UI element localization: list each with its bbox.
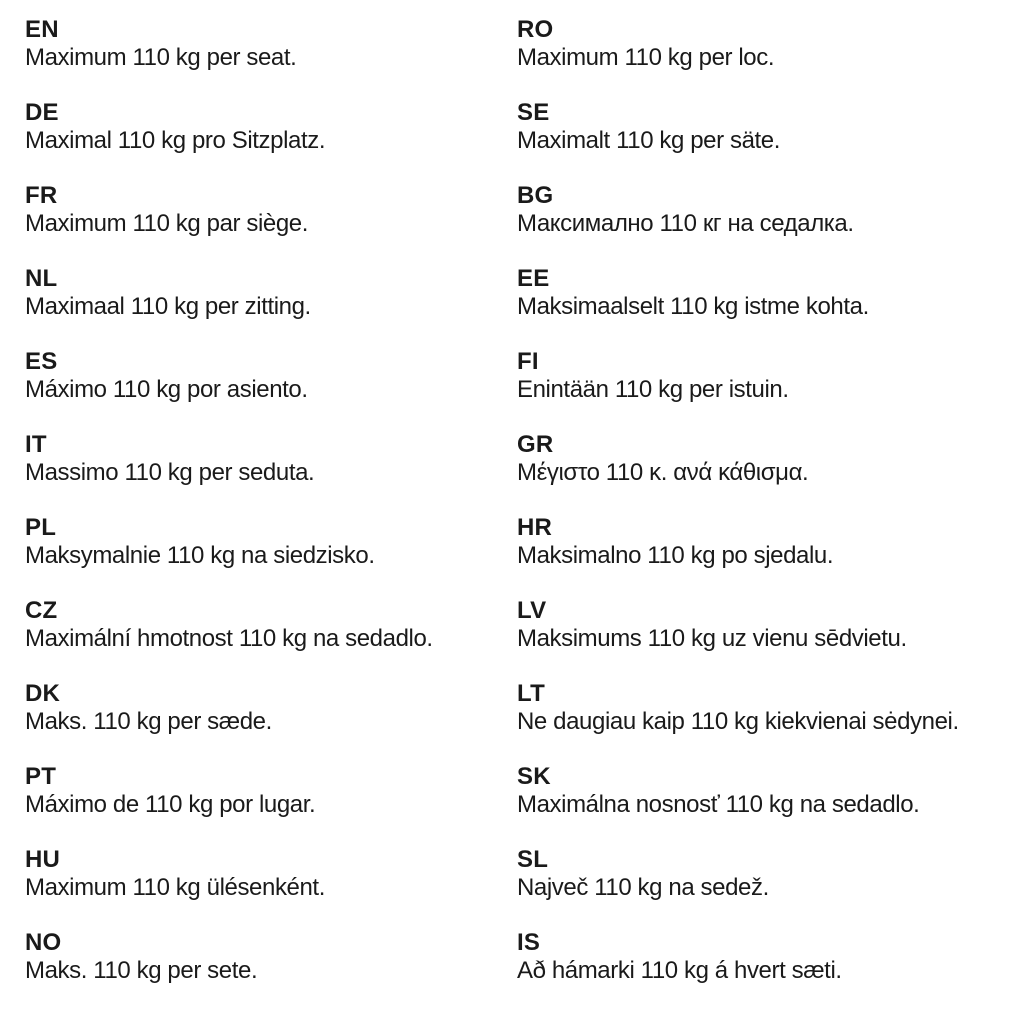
language-code-label: SE	[517, 99, 550, 126]
translation-text: Maximaal 110 kg per zitting.	[25, 293, 311, 320]
language-entry: PL Maksymalnie 110 kg na siedzisko.	[25, 514, 517, 570]
language-entry: DE Maximal 110 kg pro Sitzplatz.	[25, 99, 517, 155]
language-code-label: FI	[517, 348, 539, 375]
language-column-left: EN Maximum 110 kg per seat. DE Maximal 1…	[25, 16, 517, 1012]
translation-text: Massimo 110 kg per seduta.	[25, 459, 315, 486]
language-code-label: HR	[517, 514, 553, 541]
translation-text: Máximo 110 kg por asiento.	[25, 376, 308, 403]
language-entry: NO Maks. 110 kg per sete.	[25, 929, 517, 985]
language-code-label: DE	[25, 99, 59, 126]
language-entry: ES Máximo 110 kg por asiento.	[25, 348, 517, 404]
translation-text: Maximalt 110 kg per säte.	[517, 127, 781, 154]
language-code-label: ES	[25, 348, 58, 375]
translation-text: Maksymalnie 110 kg na siedzisko.	[25, 542, 375, 569]
language-code-label: BG	[517, 182, 554, 209]
translation-text: Að hámarki 110 kg á hvert sæti.	[517, 957, 842, 984]
translation-text: Máximo de 110 kg por lugar.	[25, 791, 316, 818]
translation-text: Maximum 110 kg ülésenként.	[25, 874, 325, 901]
language-entry: DK Maks. 110 kg per sæde.	[25, 680, 517, 736]
translation-text: Maksimums 110 kg uz vienu sēdvietu.	[517, 625, 907, 652]
translation-text: Μέγιστο 110 κ. ανά κάθισμα.	[517, 459, 809, 486]
translation-text: Maksimalno 110 kg po sjedalu.	[517, 542, 834, 569]
language-entry: PT Máximo de 110 kg por lugar.	[25, 763, 517, 819]
language-entry: IS Að hámarki 110 kg á hvert sæti.	[517, 929, 1024, 985]
language-code-label: IT	[25, 431, 47, 458]
translation-text: Enintään 110 kg per istuin.	[517, 376, 789, 403]
language-code-label: EN	[25, 16, 59, 43]
language-code-label: IS	[517, 929, 541, 956]
language-entry: SL Največ 110 kg na sedež.	[517, 846, 1024, 902]
language-entry: HU Maximum 110 kg ülésenként.	[25, 846, 517, 902]
language-entry: SK Maximálna nosnosť 110 kg na sedadlo.	[517, 763, 1024, 819]
translation-text: Ne daugiau kaip 110 kg kiekvienai sėdyne…	[517, 708, 959, 735]
language-entry: FI Enintään 110 kg per istuin.	[517, 348, 1024, 404]
language-entry: EE Maksimaalselt 110 kg istme kohta.	[517, 265, 1024, 321]
language-code-label: HU	[25, 846, 61, 873]
language-columns: EN Maximum 110 kg per seat. DE Maximal 1…	[25, 16, 1024, 1012]
language-code-label: PT	[25, 763, 57, 790]
translation-text: Maximal 110 kg pro Sitzplatz.	[25, 127, 326, 154]
translation-text: Maximálna nosnosť 110 kg na sedadlo.	[517, 791, 920, 818]
language-column-right: RO Maximum 110 kg per loc. SE Maximalt 1…	[517, 16, 1024, 1012]
translation-text: Maximum 110 kg per loc.	[517, 44, 775, 71]
language-code-label: NL	[25, 265, 58, 292]
language-code-label: CZ	[25, 597, 58, 624]
language-code-label: PL	[25, 514, 57, 541]
language-entry: LT Ne daugiau kaip 110 kg kiekvienai sėd…	[517, 680, 1024, 736]
language-code-label: RO	[517, 16, 554, 43]
language-code-label: NO	[25, 929, 62, 956]
translation-text: Максимално 110 кг на седалка.	[517, 210, 854, 237]
language-entry: EN Maximum 110 kg per seat.	[25, 16, 517, 72]
language-entry: LV Maksimums 110 kg uz vienu sēdvietu.	[517, 597, 1024, 653]
language-entry: BG Максимално 110 кг на седалка.	[517, 182, 1024, 238]
language-entry: NL Maximaal 110 kg per zitting.	[25, 265, 517, 321]
language-entry: FR Maximum 110 kg par siège.	[25, 182, 517, 238]
language-entry: HR Maksimalno 110 kg po sjedalu.	[517, 514, 1024, 570]
translation-text: Maks. 110 kg per sete.	[25, 957, 258, 984]
language-entry: IT Massimo 110 kg per seduta.	[25, 431, 517, 487]
translation-text: Maximální hmotnost 110 kg na sedadlo.	[25, 625, 433, 652]
translation-text: Največ 110 kg na sedež.	[517, 874, 769, 901]
translation-text: Maks. 110 kg per sæde.	[25, 708, 272, 735]
language-code-label: EE	[517, 265, 550, 292]
language-code-label: SL	[517, 846, 549, 873]
language-entry: CZ Maximální hmotnost 110 kg na sedadlo.	[25, 597, 517, 653]
language-entry: SE Maximalt 110 kg per säte.	[517, 99, 1024, 155]
language-code-label: SK	[517, 763, 551, 790]
language-entry: RO Maximum 110 kg per loc.	[517, 16, 1024, 72]
language-code-label: GR	[517, 431, 554, 458]
language-code-label: LT	[517, 680, 545, 707]
language-code-label: DK	[25, 680, 61, 707]
language-entry: GR Μέγιστο 110 κ. ανά κάθισμα.	[517, 431, 1024, 487]
translation-text: Maksimaalselt 110 kg istme kohta.	[517, 293, 869, 320]
translation-text: Maximum 110 kg per seat.	[25, 44, 297, 71]
language-code-label: FR	[25, 182, 58, 209]
language-code-label: LV	[517, 597, 547, 624]
translation-text: Maximum 110 kg par siège.	[25, 210, 309, 237]
